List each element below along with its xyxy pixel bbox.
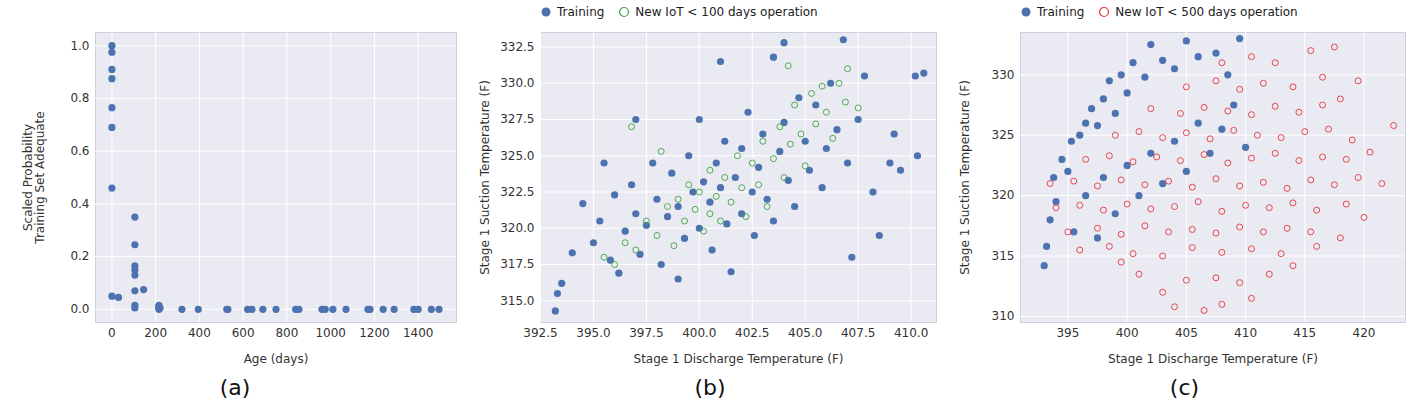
svg-text:0.2: 0.2 (70, 249, 89, 263)
svg-text:600: 600 (232, 326, 255, 340)
svg-text:315: 315 (992, 249, 1015, 263)
svg-text:310: 310 (992, 309, 1015, 323)
html-text:(a): (a) (219, 375, 251, 400)
svg-text:400.0: 400.0 (682, 326, 716, 340)
svg-text:1200: 1200 (359, 326, 390, 340)
svg-text:405: 405 (1175, 326, 1198, 340)
svg-text:Scaled ProbabilityTraining Set: Scaled ProbabilityTraining Set Adequate (21, 111, 47, 244)
svg-text:0.6: 0.6 (70, 144, 89, 158)
html-text:(b): (b) (694, 375, 726, 400)
svg-text:397.5: 397.5 (629, 326, 663, 340)
svg-text:Stage 1 Discharge Temperature: Stage 1 Discharge Temperature (F) (634, 352, 844, 366)
svg-text:1.0: 1.0 (70, 39, 89, 53)
svg-text:322.5: 322.5 (500, 185, 534, 199)
svg-text:1400: 1400 (403, 326, 434, 340)
svg-text:Stage 1 Suction Temperature (F: Stage 1 Suction Temperature (F) (958, 80, 972, 275)
svg-text:0.0: 0.0 (70, 302, 89, 316)
svg-text:Age (days): Age (days) (244, 352, 309, 366)
html-text:(c): (c) (1169, 375, 1200, 400)
svg-text:0.4: 0.4 (70, 197, 89, 211)
svg-text:330.0: 330.0 (500, 76, 534, 90)
svg-text:0: 0 (108, 326, 116, 340)
svg-text:800: 800 (275, 326, 298, 340)
svg-text:315.0: 315.0 (500, 294, 534, 308)
svg-text:402.5: 402.5 (735, 326, 769, 340)
svg-text:420: 420 (1353, 326, 1376, 340)
html-text:Training: Training (1037, 5, 1085, 19)
html-text:New IoT < 100 days operation: New IoT < 100 days operation (635, 5, 818, 19)
svg-text:0.8: 0.8 (70, 91, 89, 105)
svg-text:395.0: 395.0 (576, 326, 610, 340)
svg-text:Stage 1 Suction Temperature (F: Stage 1 Suction Temperature (F) (478, 80, 492, 275)
svg-text:1000: 1000 (315, 326, 346, 340)
svg-text:320: 320 (992, 188, 1015, 202)
svg-text:395: 395 (1056, 326, 1079, 340)
svg-text:407.5: 407.5 (841, 326, 875, 340)
svg-text:400: 400 (188, 326, 211, 340)
svg-text:327.5: 327.5 (500, 112, 534, 126)
svg-text:410: 410 (1234, 326, 1257, 340)
svg-text:400: 400 (1116, 326, 1139, 340)
svg-text:392.5: 392.5 (523, 326, 557, 340)
html-text:New IoT < 500 days operation: New IoT < 500 days operation (1115, 5, 1298, 19)
svg-text:410.0: 410.0 (894, 326, 928, 340)
svg-text:Stage 1 Discharge Temperature: Stage 1 Discharge Temperature (F) (1108, 352, 1318, 366)
svg-text:330: 330 (992, 68, 1015, 82)
svg-text:200: 200 (144, 326, 167, 340)
svg-text:405.0: 405.0 (788, 326, 822, 340)
svg-text:332.5: 332.5 (500, 40, 534, 54)
svg-text:325: 325 (992, 128, 1015, 142)
html-text:Training: Training (557, 5, 605, 19)
svg-text:415: 415 (1293, 326, 1316, 340)
svg-text:320.0: 320.0 (500, 221, 534, 235)
svg-text:317.5: 317.5 (500, 257, 534, 271)
svg-text:325.0: 325.0 (500, 149, 534, 163)
